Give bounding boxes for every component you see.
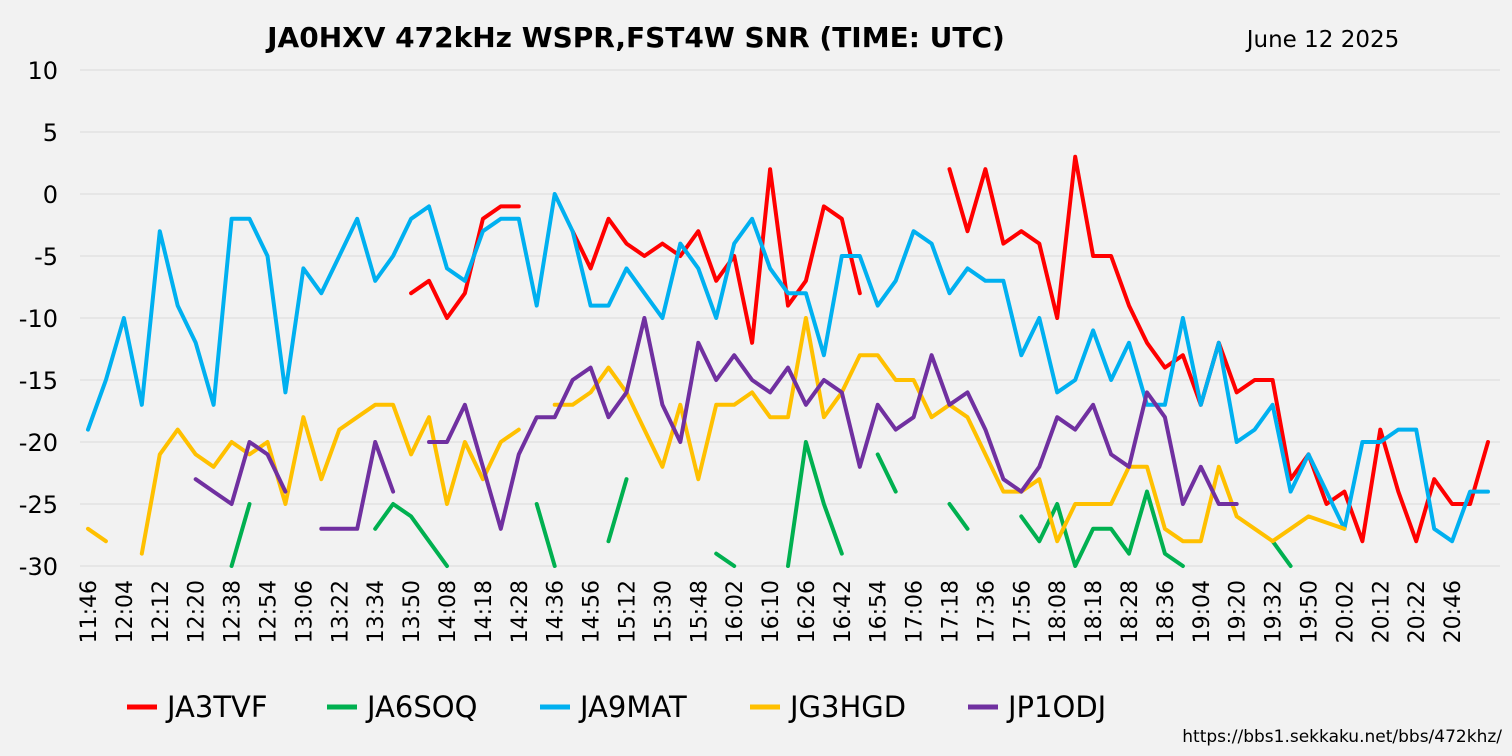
x-tick-label: 20:22 [1405,580,1430,643]
x-tick-label: 16:26 [795,580,820,643]
x-tick-label: 20:12 [1369,580,1394,643]
x-tick-label: 13:50 [400,580,425,643]
x-tick-label: 17:06 [903,580,928,643]
x-tick-label: 15:48 [687,580,712,643]
y-tick-label: -25 [19,491,58,519]
x-tick-label: 19:32 [1262,580,1287,643]
series-lines [86,154,1490,568]
legend: JA3TVF JA6SOQ JA9MAT JG3HGD JP1ODJ [127,690,1106,724]
chart-title: JA0HXV 472kHz WSPR,FST4W SNR (TIME: UTC) [265,21,1005,54]
grid [80,69,1500,567]
x-tick-label: 20:46 [1441,580,1466,643]
x-tick-label: 17:18 [939,580,964,643]
x-tick-label: 17:36 [974,580,999,643]
legend-label: JP1ODJ [1006,690,1106,724]
x-tick-label: 20:02 [1333,580,1358,643]
chart-date: June 12 2025 [1245,27,1400,53]
y-tick-label: -20 [19,429,58,457]
y-tick-label: 0 [43,181,58,209]
x-tick-label: 19:50 [1298,580,1323,643]
x-tick-label: 13:06 [292,580,317,643]
x-tick-label: 15:12 [615,580,640,643]
series-line-ja9mat [86,192,1490,544]
x-tick-label: 13:34 [364,580,389,643]
series-line-ja6soq [229,440,1293,568]
x-tick-label: 12:38 [221,580,246,643]
series-line-ja3tvf [409,154,1490,544]
x-tick-label: 16:42 [831,580,856,643]
source-url: https://bbs1.sekkaku.net/bbs/472khz/ [1182,727,1502,747]
y-tick-label: -30 [19,553,58,581]
x-tick-label: 14:08 [436,580,461,643]
x-tick-label: 18:28 [1118,580,1143,643]
legend-label: JA3TVF [165,690,268,724]
y-tick-label: -15 [19,367,58,395]
x-tick-label: 17:56 [1010,580,1035,643]
x-tick-label: 14:36 [544,580,569,643]
x-tick-label: 11:46 [77,580,102,643]
x-tick-label: 12:54 [256,580,281,643]
x-tick-label: 16:10 [759,580,784,643]
legend-label: JG3HGD [788,690,906,724]
y-tick-label: 5 [43,119,58,147]
x-tick-label: 18:18 [1082,580,1107,643]
legend-label: JA6SOQ [365,690,477,724]
x-tick-label: 18:36 [1154,580,1179,643]
x-tick-label: 19:04 [1190,580,1215,643]
y-tick-label: -10 [19,305,58,333]
x-tick-label: 12:04 [113,580,138,643]
y-axis: 10 5 0 -5 -10 -15 -20 -25 -30 [19,57,58,581]
x-tick-label: 12:20 [185,580,210,643]
y-tick-label: -5 [34,243,58,271]
x-tick-label: 14:18 [472,580,497,643]
x-tick-label: 18:08 [1046,580,1071,643]
x-tick-label: 19:20 [1226,580,1251,643]
x-tick-label: 16:54 [867,580,892,643]
series-line-jp1odj [193,316,1239,531]
x-axis: 11:46 12:04 12:12 12:20 12:38 12:54 13:06 13:22… [77,580,1466,643]
legend-label: JA9MAT [578,690,687,724]
y-tick-label: 10 [27,57,58,85]
x-tick-label: 16:02 [723,580,748,643]
x-tick-label: 12:12 [149,580,174,643]
x-tick-label: 14:56 [580,580,605,643]
x-tick-label: 13:22 [328,580,353,643]
x-tick-label: 15:30 [651,580,676,643]
x-tick-label: 14:28 [508,580,533,643]
